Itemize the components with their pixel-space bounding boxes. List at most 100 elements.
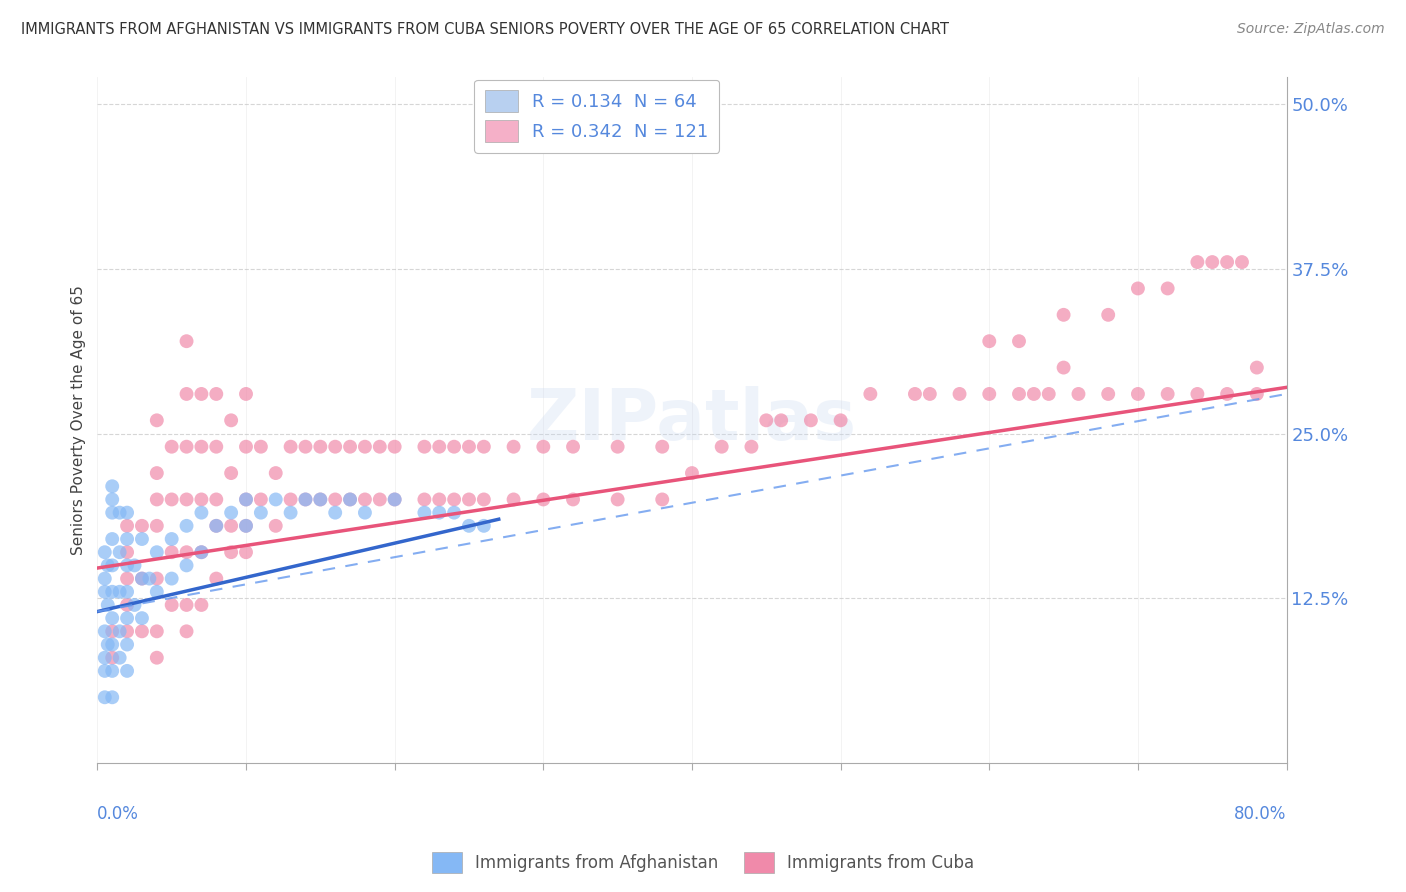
Point: [1156, 281, 1178, 295]
Point: [1097, 387, 1119, 401]
Point: [740, 440, 762, 454]
Point: [131, 624, 153, 639]
Point: [146, 545, 169, 559]
Point: [250, 492, 273, 507]
Point: [323, 506, 346, 520]
Point: [176, 545, 198, 559]
Point: [979, 334, 1001, 349]
Point: [160, 532, 183, 546]
Point: [115, 532, 138, 546]
Point: [176, 624, 198, 639]
Point: [235, 518, 257, 533]
Point: [160, 572, 183, 586]
Point: [309, 492, 332, 507]
Point: [1216, 255, 1239, 269]
Point: [146, 624, 169, 639]
Point: [94, 584, 117, 599]
Point: [101, 558, 124, 573]
Point: [115, 584, 138, 599]
Point: [384, 440, 406, 454]
Point: [190, 440, 212, 454]
Point: [1156, 387, 1178, 401]
Point: [190, 492, 212, 507]
Point: [205, 572, 228, 586]
Point: [1022, 387, 1045, 401]
Point: [94, 572, 117, 586]
Point: [146, 572, 169, 586]
Point: [94, 690, 117, 705]
Point: [101, 690, 124, 705]
Point: [101, 532, 124, 546]
Point: [205, 440, 228, 454]
Point: [1038, 387, 1060, 401]
Point: [531, 492, 554, 507]
Point: [176, 558, 198, 573]
Point: [339, 440, 361, 454]
Point: [108, 624, 131, 639]
Point: [235, 387, 257, 401]
Point: [458, 518, 481, 533]
Point: [562, 492, 585, 507]
Point: [800, 413, 823, 427]
Point: [101, 664, 124, 678]
Point: [131, 611, 153, 625]
Point: [124, 558, 146, 573]
Point: [101, 492, 124, 507]
Point: [264, 518, 287, 533]
Point: [1126, 387, 1149, 401]
Point: [859, 387, 882, 401]
Point: [413, 506, 436, 520]
Point: [131, 572, 153, 586]
Point: [235, 440, 257, 454]
Point: [1126, 281, 1149, 295]
Point: [160, 598, 183, 612]
Point: [979, 387, 1001, 401]
Point: [1216, 387, 1239, 401]
Point: [219, 413, 242, 427]
Point: [502, 440, 524, 454]
Point: [190, 545, 212, 559]
Point: [323, 440, 346, 454]
Point: [443, 440, 465, 454]
Point: [1246, 387, 1268, 401]
Point: [176, 492, 198, 507]
Point: [413, 440, 436, 454]
Point: [1187, 387, 1209, 401]
Point: [1008, 334, 1031, 349]
Point: [472, 518, 495, 533]
Point: [472, 440, 495, 454]
Point: [160, 492, 183, 507]
Point: [651, 492, 673, 507]
Text: ZIPatlas: ZIPatlas: [527, 386, 858, 455]
Point: [108, 584, 131, 599]
Point: [458, 492, 481, 507]
Point: [1052, 360, 1074, 375]
Point: [531, 440, 554, 454]
Point: [339, 492, 361, 507]
Y-axis label: Seniors Poverty Over the Age of 65: Seniors Poverty Over the Age of 65: [72, 285, 86, 555]
Point: [219, 506, 242, 520]
Point: [97, 558, 120, 573]
Point: [176, 440, 198, 454]
Point: [755, 413, 778, 427]
Point: [115, 638, 138, 652]
Point: [830, 413, 852, 427]
Point: [1008, 387, 1031, 401]
Point: [131, 532, 153, 546]
Text: 0.0%: 0.0%: [97, 805, 139, 823]
Point: [368, 440, 391, 454]
Point: [115, 506, 138, 520]
Point: [176, 518, 198, 533]
Point: [502, 492, 524, 507]
Point: [1187, 255, 1209, 269]
Point: [280, 440, 302, 454]
Legend: Immigrants from Afghanistan, Immigrants from Cuba: Immigrants from Afghanistan, Immigrants …: [425, 846, 981, 880]
Point: [472, 492, 495, 507]
Point: [101, 611, 124, 625]
Point: [427, 440, 450, 454]
Point: [235, 492, 257, 507]
Point: [323, 492, 346, 507]
Point: [205, 387, 228, 401]
Point: [97, 638, 120, 652]
Text: IMMIGRANTS FROM AFGHANISTAN VS IMMIGRANTS FROM CUBA SENIORS POVERTY OVER THE AGE: IMMIGRANTS FROM AFGHANISTAN VS IMMIGRANT…: [21, 22, 949, 37]
